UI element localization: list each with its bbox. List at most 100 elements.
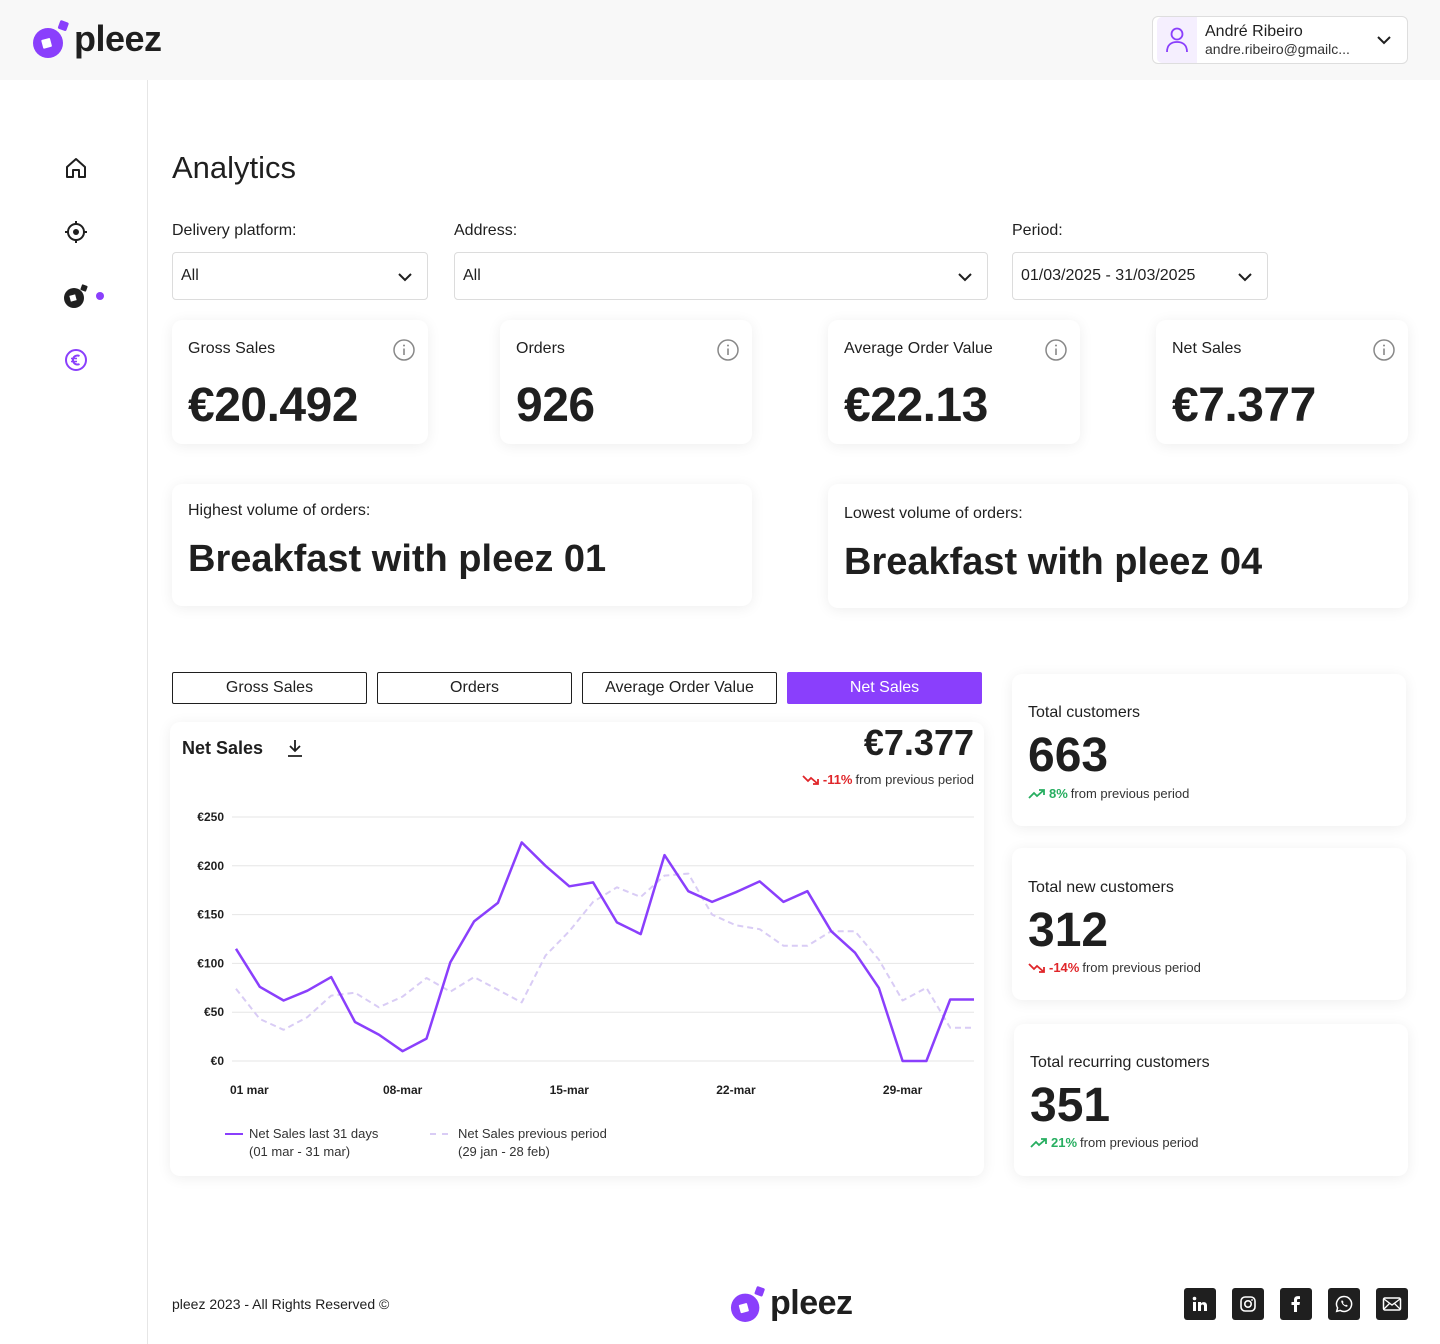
sidebar-item-finance[interactable] [62, 346, 90, 374]
trend-down-icon [802, 774, 819, 785]
customers-label: Total recurring customers [1030, 1054, 1210, 1071]
target-icon [65, 221, 87, 243]
tab-net-sales[interactable]: Net Sales [787, 672, 982, 704]
highest-volume-value: Breakfast with pleez 01 [188, 538, 607, 580]
total-customers-card: Total customers 663 8% from previous per… [1012, 674, 1406, 826]
previous-period-line [235, 872, 974, 1031]
legend-current-line1: Net Sales last 31 days [249, 1126, 379, 1141]
tab-orders[interactable]: Orders [377, 672, 572, 704]
chart-total-value: €7.377 [863, 722, 974, 763]
customers-change-percent: 21% [1051, 1135, 1078, 1150]
kpi-value: 926 [516, 379, 595, 432]
avatar [1157, 17, 1197, 63]
chart-change-percent: -11% [822, 772, 853, 787]
address-select[interactable]: All [454, 252, 988, 300]
instagram-icon[interactable] [1232, 1288, 1264, 1320]
chart-change-suffix: from previous period [855, 772, 975, 787]
x-tick-label: 29-mar [883, 1083, 923, 1097]
customers-change-suffix: from previous period [1082, 960, 1201, 975]
download-icon[interactable] [286, 738, 304, 758]
chevron-down-icon[interactable] [1375, 31, 1393, 49]
facebook-icon[interactable] [1280, 1288, 1312, 1320]
platform-select[interactable]: All [172, 252, 428, 300]
info-icon[interactable] [1372, 338, 1396, 362]
platform-select-value: All [181, 267, 199, 284]
current-period-line [234, 841, 974, 1063]
highest-volume-card: Highest volume of orders: Breakfast with… [172, 484, 752, 606]
user-email: andre.ribeiro@gmailc... [1205, 41, 1350, 57]
info-icon[interactable] [716, 338, 740, 362]
lowest-volume-card: Lowest volume of orders: Breakfast with … [828, 484, 1408, 608]
period-select-value: 01/03/2025 - 31/03/2025 [1021, 267, 1196, 284]
customers-change-suffix: from previous period [1080, 1135, 1199, 1150]
platform-filter-label: Delivery platform: [172, 222, 297, 239]
legend-previous-line1: Net Sales previous period [458, 1126, 607, 1141]
net-sales-chart-card: Net Sales €7.377 -11% from previous peri… [170, 722, 984, 1176]
customers-change: -14% from previous period [1028, 960, 1201, 975]
pleez-logo[interactable]: pleez [32, 18, 162, 60]
logo-text: pleez [74, 18, 162, 59]
customers-label: Total new customers [1028, 879, 1174, 896]
kpi-label: Gross Sales [188, 340, 276, 357]
home-icon [66, 158, 86, 178]
sidebar-item-home[interactable] [62, 154, 90, 182]
x-tick-label: 15-mar [550, 1083, 590, 1097]
y-tick-label: €250 [197, 810, 224, 824]
customers-value: 351 [1030, 1079, 1111, 1132]
net-sales-chart: €0 €50 €100 €150 €200 €250 01 mar 08-mar 15-mar 2… [197, 810, 974, 1097]
customers-label: Total customers [1028, 704, 1141, 721]
period-select[interactable]: 01/03/2025 - 31/03/2025 [1012, 252, 1268, 300]
mail-icon[interactable] [1376, 1288, 1408, 1320]
highest-volume-label: Highest volume of orders: [188, 502, 371, 519]
user-menu[interactable]: André Ribeiro andre.ribeiro@gmailc... [1152, 16, 1408, 64]
legend-current: Net Sales last 31 days (01 mar - 31 mar) [249, 1125, 378, 1161]
chart-change: -11% from previous period [802, 772, 974, 787]
sidebar-item-target[interactable] [62, 218, 90, 246]
active-indicator-dot [96, 292, 104, 300]
chevron-down-icon [1238, 273, 1252, 282]
y-tick-label: €50 [204, 1005, 224, 1019]
lowest-volume-label: Lowest volume of orders: [844, 505, 1023, 522]
whatsapp-icon[interactable] [1328, 1288, 1360, 1320]
customers-change-percent: 8% [1049, 786, 1068, 801]
customers-change-suffix: from previous period [1070, 786, 1190, 801]
kpi-card-gross-sales: Gross Sales €20.492 [172, 320, 428, 444]
period-filter-label: Period: [1012, 222, 1063, 239]
info-icon[interactable] [392, 338, 416, 362]
kpi-card-net-sales: Net Sales €7.377 [1156, 320, 1408, 444]
linkedin-icon[interactable] [1184, 1288, 1216, 1320]
address-filter-label: Address: [454, 222, 518, 239]
kpi-label: Average Order Value [844, 340, 993, 357]
total-new-customers-card: Total new customers 312 -14% from previo… [1012, 848, 1406, 1000]
footer-pleez-logo[interactable]: pleez [730, 1284, 853, 1323]
address-select-value: All [463, 267, 481, 284]
kpi-value: €20.492 [188, 379, 359, 432]
pleez-orders-icon [64, 284, 88, 308]
sidebar [0, 80, 148, 1344]
tab-gross-sales[interactable]: Gross Sales [172, 672, 367, 704]
chevron-down-icon [398, 273, 412, 282]
page-title: Analytics [172, 150, 297, 185]
chevron-down-icon [958, 273, 972, 282]
kpi-card-average-order-value: Average Order Value €22.13 [828, 320, 1080, 444]
sidebar-item-orders[interactable] [62, 282, 90, 310]
x-tick-label: 01 mar [230, 1083, 269, 1097]
x-tick-label: 08-mar [383, 1083, 423, 1097]
customers-change: 21% from previous period [1030, 1135, 1199, 1150]
lowest-volume-value: Breakfast with pleez 04 [844, 541, 1263, 583]
tab-average-order-value[interactable]: Average Order Value [582, 672, 777, 704]
user-name: André Ribeiro [1205, 23, 1303, 40]
y-tick-label: €150 [197, 908, 224, 922]
customers-value: 663 [1028, 729, 1109, 782]
kpi-card-orders: Orders 926 [500, 320, 752, 444]
pleez-logo-icon [730, 1285, 765, 1322]
footer-copyright: pleez 2023 - All Rights Reserved © [172, 1296, 390, 1312]
trend-up-icon [1030, 1137, 1047, 1148]
customers-change-percent: -14% [1049, 960, 1080, 975]
kpi-label: Net Sales [1172, 340, 1242, 357]
top-bar: pleez André Ribeiro andre.ribeiro@gmailc… [0, 0, 1440, 80]
kpi-label: Orders [516, 340, 565, 357]
customers-value: 312 [1028, 904, 1109, 957]
total-recurring-customers-card: Total recurring customers 351 21% from p… [1014, 1024, 1408, 1176]
info-icon[interactable] [1044, 338, 1068, 362]
